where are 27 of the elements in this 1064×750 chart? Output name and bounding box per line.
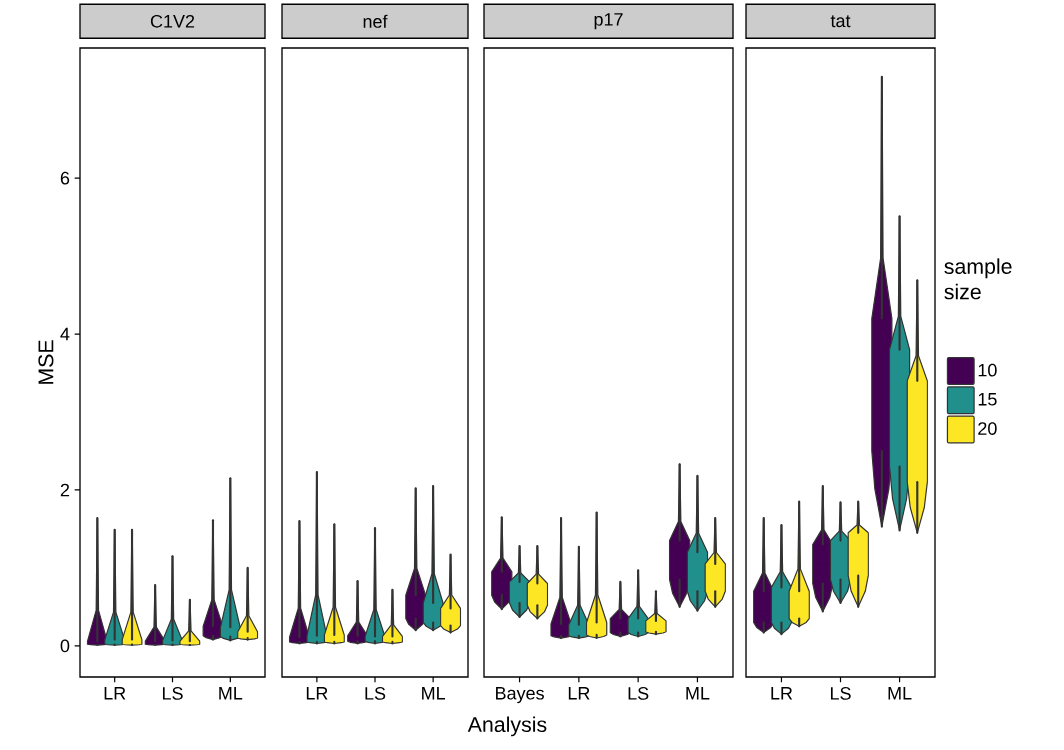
x-tick-label: LS	[830, 687, 851, 700]
legend-label: 15	[978, 393, 997, 406]
x-tick-label: ML	[219, 687, 243, 700]
x-tick-label: ML	[686, 687, 710, 700]
x-tick-label: LR	[104, 687, 126, 700]
y-axis-title: MSE	[38, 340, 54, 384]
x-tick-label: LR	[568, 687, 590, 700]
chart-title: nef	[363, 14, 388, 28]
x-tick-label: Bayes	[496, 687, 544, 704]
y-tick-label: 6	[60, 171, 70, 185]
legend-title: sample size	[944, 258, 1012, 300]
x-tick-label: ML	[422, 687, 446, 700]
x-tick-label: LR	[771, 687, 793, 700]
x-tick-label: LS	[162, 687, 183, 700]
y-tick-label: 4	[60, 327, 70, 341]
y-tick-label: 2	[60, 483, 70, 497]
chart-title: C1V2	[150, 14, 195, 28]
legend-label: 10	[978, 363, 997, 377]
x-tick-label: ML	[888, 687, 912, 700]
legend-label: 20	[978, 422, 997, 435]
x-tick-label: LS	[628, 687, 649, 700]
x-axis-title: Analysis	[467, 716, 547, 737]
y-tick-label: 0	[60, 639, 70, 653]
x-tick-label: LR	[306, 687, 328, 700]
chart-title: tat	[830, 15, 851, 28]
chart-title: p17	[594, 13, 623, 30]
x-tick-label: LS	[365, 687, 386, 700]
